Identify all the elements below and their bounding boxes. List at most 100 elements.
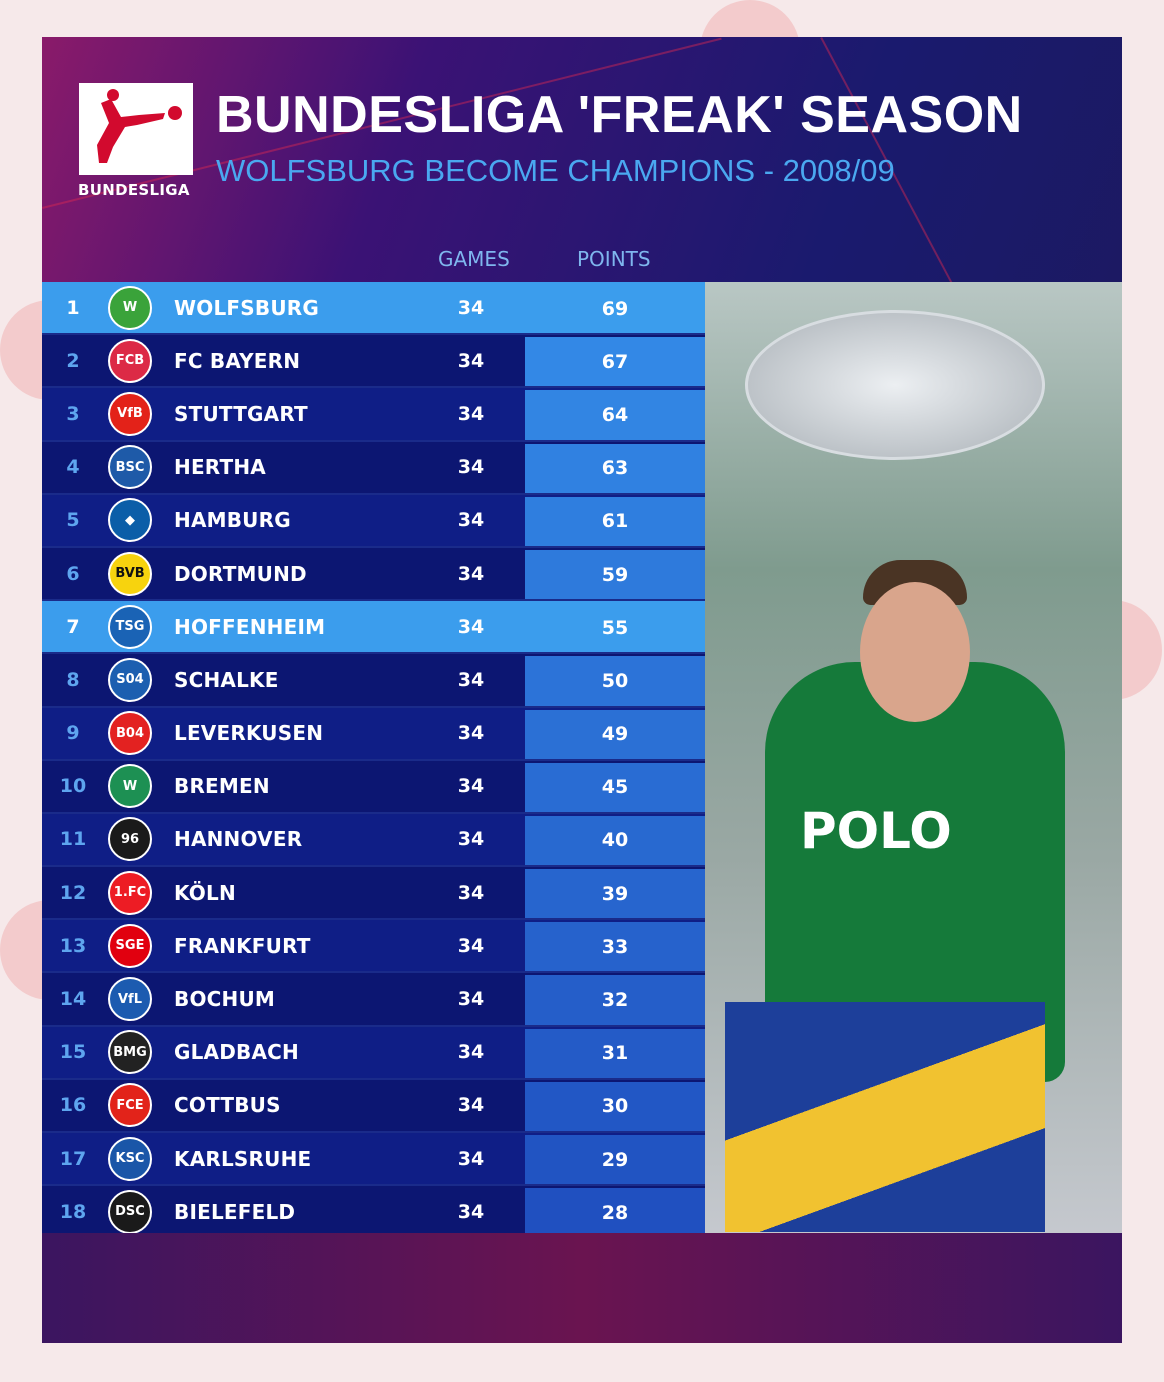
team-name: STUTTGART [174,401,308,426]
table-row: 17 KSC KARLSRUHE 34 29 [42,1133,705,1187]
team-name: KÖLN [174,880,236,905]
position: 6 [66,562,80,585]
points: 40 [601,829,629,852]
points: 69 [601,297,629,320]
games-played: 34 [457,881,485,904]
points: 49 [601,723,629,746]
points-cell [525,869,705,919]
standings-table: 1 W WOLFSBURG 34 69 2 FCB FC BAYERN 34 6… [42,282,705,1240]
team-crest-icon: B04 [108,711,152,756]
team-name: LEVERKUSEN [174,721,324,746]
games-played: 34 [457,1200,485,1223]
position: 12 [59,881,87,904]
games-played: 34 [457,775,485,798]
points-cell [525,1188,705,1238]
kicker-icon [97,89,182,163]
column-header-points: POINTS [577,247,651,271]
player-head [860,582,970,722]
games-played: 34 [457,615,485,638]
position: 16 [59,1094,87,1117]
points: 30 [601,1095,629,1118]
table-row: 2 FCB FC BAYERN 34 67 [42,335,705,389]
points: 29 [601,1148,629,1171]
position: 10 [59,775,87,798]
games-played: 34 [457,1147,485,1170]
points-cell [525,1028,705,1078]
position: 4 [66,456,80,479]
table-row: 14 VfL BOCHUM 34 32 [42,973,705,1027]
position: 13 [59,934,87,957]
team-crest-icon: SGE [108,923,152,968]
games-played: 34 [457,349,485,372]
games-played: 34 [457,456,485,479]
points: 50 [601,669,629,692]
team-name: COTTBUS [174,1093,281,1118]
team-crest-icon: 1.FC [108,870,152,915]
team-crest-icon: W [108,285,152,330]
team-name: HAMBURG [174,508,291,533]
points: 33 [601,935,629,958]
games-played: 34 [457,296,485,319]
games-played: 34 [457,668,485,691]
table-row: 12 1.FC KÖLN 34 39 [42,867,705,921]
table-row: 13 SGE FRANKFURT 34 33 [42,920,705,974]
position: 8 [66,668,80,691]
position: 17 [59,1147,87,1170]
position: 15 [59,1041,87,1064]
games-played: 34 [457,562,485,585]
points-cell [525,443,705,493]
bundesliga-logo [79,83,193,175]
points-cell [525,815,705,866]
games-played: 34 [457,722,485,745]
position: 5 [66,509,80,532]
meisterschale-trophy [745,310,1045,460]
table-row: 5 ◆ HAMBURG 34 61 [42,494,705,548]
games-played: 34 [457,828,485,851]
games-played: 34 [457,1041,485,1064]
team-name: HOFFENHEIM [174,614,326,639]
points: 67 [601,350,629,373]
position: 9 [66,722,80,745]
games-played: 34 [457,1094,485,1117]
team-crest-icon: VfL [108,977,152,1022]
infographic-card: BUNDESLIGA BUNDESLIGA 'FREAK' SEASON WOL… [42,37,1122,1343]
position: 1 [66,296,80,319]
points-cell [525,337,705,387]
position: 14 [59,988,87,1011]
points-cell [525,656,705,706]
position: 11 [59,828,87,851]
points: 63 [601,457,629,480]
points: 32 [601,989,629,1012]
points-cell [525,549,705,600]
page-title: BUNDESLIGA 'FREAK' SEASON [216,86,1023,144]
team-name: GLADBACH [174,1040,299,1065]
team-crest-icon: W [108,764,152,809]
points-cell [525,1135,705,1185]
table-row: 9 B04 LEVERKUSEN 34 49 [42,707,705,761]
table-row: 6 BVB DORTMUND 34 59 [42,547,705,602]
table-row: 18 DSC BIELEFELD 34 28 [42,1186,705,1240]
points-cell [525,496,705,546]
points-cell [525,975,705,1025]
bosnia-flag [725,1002,1045,1232]
team-name: SCHALKE [174,667,279,692]
games-played: 34 [457,988,485,1011]
games-played: 34 [457,402,485,425]
team-crest-icon: KSC [108,1136,152,1181]
position: 7 [66,615,80,638]
table-row: 8 S04 SCHALKE 34 50 [42,654,705,708]
table-row: 16 FCE COTTBUS 34 30 [42,1079,705,1133]
points-cell [525,390,705,440]
games-played: 34 [457,934,485,957]
table-row: 1 W WOLFSBURG 34 69 [42,282,705,336]
table-bottom-line [42,1240,705,1243]
team-crest-icon: BMG [108,1030,152,1075]
team-name: FRANKFURT [174,933,311,958]
logo-text: BUNDESLIGA [78,181,190,199]
team-name: WOLFSBURG [174,295,319,320]
team-name: KARLSRUHE [174,1146,312,1171]
team-crest-icon: BSC [108,445,152,490]
team-crest-icon: FCB [108,338,152,383]
team-name: DORTMUND [174,561,307,586]
team-name: BREMEN [174,774,270,799]
